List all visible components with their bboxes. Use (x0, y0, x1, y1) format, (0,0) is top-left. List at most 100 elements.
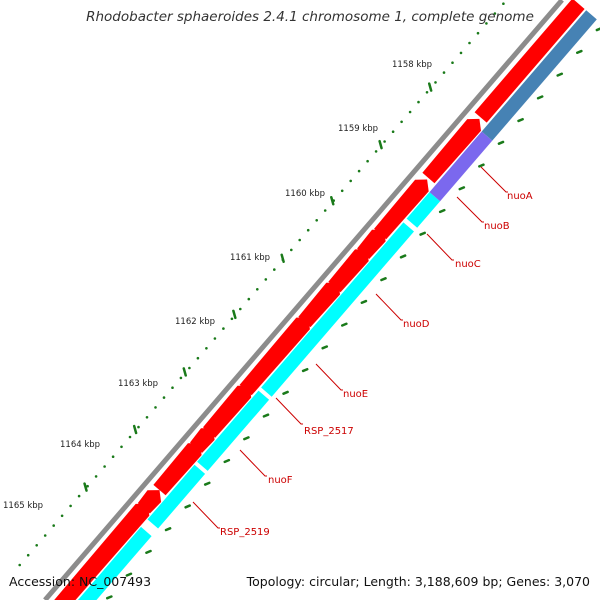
scale-dot (425, 91, 429, 94)
label-leader-line (456, 196, 484, 223)
scale-dot (205, 347, 208, 350)
scale-dot (222, 327, 225, 330)
scale-dot (442, 71, 446, 74)
scale-dot (43, 534, 47, 537)
tick-mark (517, 117, 524, 123)
scale-dot (417, 100, 420, 104)
label-leader-line (315, 363, 343, 391)
backbone-line (43, 0, 564, 600)
scale-dot (451, 61, 454, 64)
major-tick (378, 139, 383, 150)
label-leader-line (426, 233, 454, 261)
cds-block (77, 526, 152, 600)
scale-dot (468, 41, 471, 45)
tick-mark (438, 208, 446, 214)
scale-dot (137, 425, 140, 429)
tick-mark (536, 95, 544, 100)
gene-label: nuoA (507, 191, 533, 202)
label-leader-line (480, 166, 508, 193)
tick-mark (321, 345, 329, 350)
gene-block-red (357, 229, 386, 259)
scale-dot (273, 268, 276, 271)
major-tick (232, 309, 237, 320)
scale-dot (196, 356, 200, 360)
tick-mark (419, 231, 426, 236)
scale-dot (188, 366, 191, 370)
tick-mark (262, 413, 270, 418)
scale-label: 1163 kbp (118, 379, 158, 389)
scale-dot (18, 563, 22, 567)
tick-mark (184, 504, 191, 509)
tick-mark (399, 254, 407, 259)
scale-dot (315, 219, 319, 222)
scale-dot (400, 120, 403, 124)
genome-summary-text: Topology: circular; Length: 3,188,609 bp… (246, 574, 590, 589)
tick-mark (576, 49, 583, 55)
gene-label: RSP_2519 (220, 527, 270, 538)
scale-dot (171, 386, 174, 390)
tick-mark (458, 186, 466, 191)
scale-dot (264, 278, 268, 281)
scale-dot (306, 228, 310, 232)
tick-mark (125, 572, 133, 577)
scale-dot (434, 81, 437, 84)
scale-label: 1159 kbp (338, 124, 378, 134)
label-leader-line (192, 501, 220, 529)
scale-dot (69, 504, 72, 508)
scale-dot (247, 297, 251, 301)
gene-block-red (298, 282, 340, 328)
scale-dot (502, 2, 505, 5)
scale-dot (111, 455, 115, 459)
scale-dot (213, 337, 217, 340)
scale-dot (77, 494, 81, 498)
scale-label: 1158 kbp (392, 60, 432, 70)
tick-mark (380, 277, 387, 282)
cds-block (147, 464, 206, 529)
scale-dot (366, 159, 369, 163)
scale-dot (255, 288, 259, 291)
major-tick (182, 367, 187, 377)
scale-dot (408, 110, 412, 114)
gene-labels: nuoA nuoB nuoC nuoD nuoE RSP_2517 nuoF RSP_2519 (220, 191, 533, 538)
gene-block-red (239, 317, 310, 396)
gene-block-red (374, 179, 429, 240)
scale-dot (298, 238, 302, 242)
tick-mark (106, 595, 113, 600)
tick-mark (145, 549, 152, 555)
tick-mark (282, 390, 289, 395)
scale-label: 1164 kbp (60, 440, 100, 450)
scale-dot (459, 51, 463, 55)
scale-dot (162, 396, 166, 399)
major-tick (132, 424, 138, 435)
steel-feature-block (481, 10, 597, 141)
tick-mark (497, 140, 505, 145)
scale-dot (52, 524, 55, 527)
tick-mark (595, 27, 600, 32)
accession-text: Accession: NC_007493 (9, 574, 152, 589)
gene-block-red (137, 490, 162, 514)
major-tick (280, 253, 285, 264)
scale-dot (230, 317, 234, 321)
backbone-ring (43, 0, 564, 600)
scale-dot (485, 22, 488, 25)
gene-block-red (153, 443, 202, 496)
scale-dot (154, 406, 157, 409)
scale-dot (86, 484, 89, 488)
scale-labels: 1158 kbp 1159 kbp 1160 kbp 1161 kbp 1162 kbp… (3, 60, 432, 511)
gene-block-red (54, 503, 150, 600)
major-tick (83, 482, 88, 492)
scale-label: 1165 kbp (3, 501, 43, 511)
other-feature-block (429, 131, 493, 202)
gene-label: RSP_2517 (304, 426, 354, 437)
tick-mark (341, 322, 348, 327)
scale-dot (239, 307, 242, 311)
cds-block (406, 192, 441, 228)
scale-label: 1160 kbp (285, 189, 325, 199)
label-leader-line (275, 397, 303, 425)
tick-mark (243, 436, 250, 441)
scale-dot (120, 445, 123, 449)
gene-label: nuoE (343, 389, 368, 400)
cds-block (261, 222, 414, 397)
